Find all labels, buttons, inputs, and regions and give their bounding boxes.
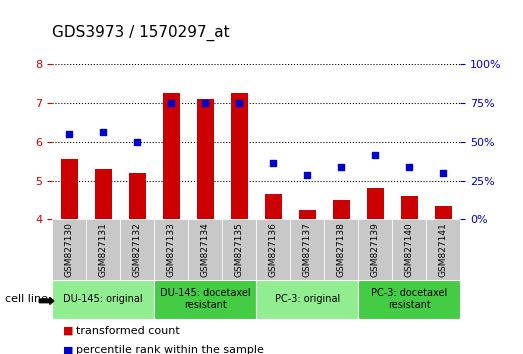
Text: GSM827134: GSM827134 (201, 222, 210, 277)
FancyBboxPatch shape (52, 280, 154, 319)
Point (371, 152, 379, 158)
FancyBboxPatch shape (52, 219, 86, 280)
Bar (95, 169, 112, 354)
FancyBboxPatch shape (154, 280, 256, 319)
Text: GSM827133: GSM827133 (167, 222, 176, 278)
Bar (61, 159, 78, 354)
Text: GSM827130: GSM827130 (65, 222, 74, 278)
Bar (129, 173, 146, 354)
Bar (231, 93, 248, 354)
Text: GSM827137: GSM827137 (303, 222, 312, 278)
Point (201, 100, 209, 105)
Bar (265, 194, 282, 354)
FancyBboxPatch shape (120, 219, 154, 280)
Text: GSM827132: GSM827132 (133, 222, 142, 277)
FancyBboxPatch shape (256, 219, 290, 280)
FancyBboxPatch shape (188, 219, 222, 280)
Text: ■: ■ (63, 326, 73, 336)
Text: PC-3: docetaxel
resistant: PC-3: docetaxel resistant (371, 288, 447, 310)
Text: DU-145: original: DU-145: original (63, 294, 143, 304)
Point (133, 139, 141, 144)
FancyBboxPatch shape (290, 219, 324, 280)
Text: transformed count: transformed count (76, 326, 179, 336)
Point (235, 100, 243, 105)
Text: GSM827138: GSM827138 (337, 222, 346, 278)
Bar (367, 188, 384, 354)
Point (439, 170, 447, 176)
Text: cell line: cell line (5, 294, 48, 304)
Text: GSM827136: GSM827136 (269, 222, 278, 278)
Point (303, 172, 311, 178)
Text: PC-3: original: PC-3: original (275, 294, 340, 304)
Bar (435, 206, 452, 354)
FancyBboxPatch shape (426, 219, 460, 280)
FancyBboxPatch shape (358, 280, 460, 319)
FancyBboxPatch shape (154, 219, 188, 280)
Point (167, 100, 175, 105)
Bar (163, 93, 180, 354)
Bar (299, 210, 316, 354)
Point (99, 129, 108, 135)
Bar (333, 200, 350, 354)
Bar (197, 99, 214, 354)
FancyBboxPatch shape (256, 280, 358, 319)
Text: GSM827131: GSM827131 (99, 222, 108, 278)
Text: ■: ■ (63, 346, 73, 354)
Text: GSM827141: GSM827141 (439, 222, 448, 277)
FancyBboxPatch shape (222, 219, 256, 280)
Point (65, 131, 73, 137)
FancyBboxPatch shape (392, 219, 426, 280)
FancyBboxPatch shape (324, 219, 358, 280)
FancyBboxPatch shape (86, 219, 120, 280)
Text: DU-145: docetaxel
resistant: DU-145: docetaxel resistant (160, 288, 251, 310)
Bar (401, 196, 418, 354)
Text: GSM827140: GSM827140 (405, 222, 414, 277)
Text: percentile rank within the sample: percentile rank within the sample (76, 346, 264, 354)
Text: GDS3973 / 1570297_at: GDS3973 / 1570297_at (52, 25, 230, 41)
FancyBboxPatch shape (358, 219, 392, 280)
Text: GSM827135: GSM827135 (235, 222, 244, 278)
Text: GSM827139: GSM827139 (371, 222, 380, 278)
Point (405, 164, 413, 170)
Point (269, 160, 277, 166)
Point (337, 164, 345, 170)
